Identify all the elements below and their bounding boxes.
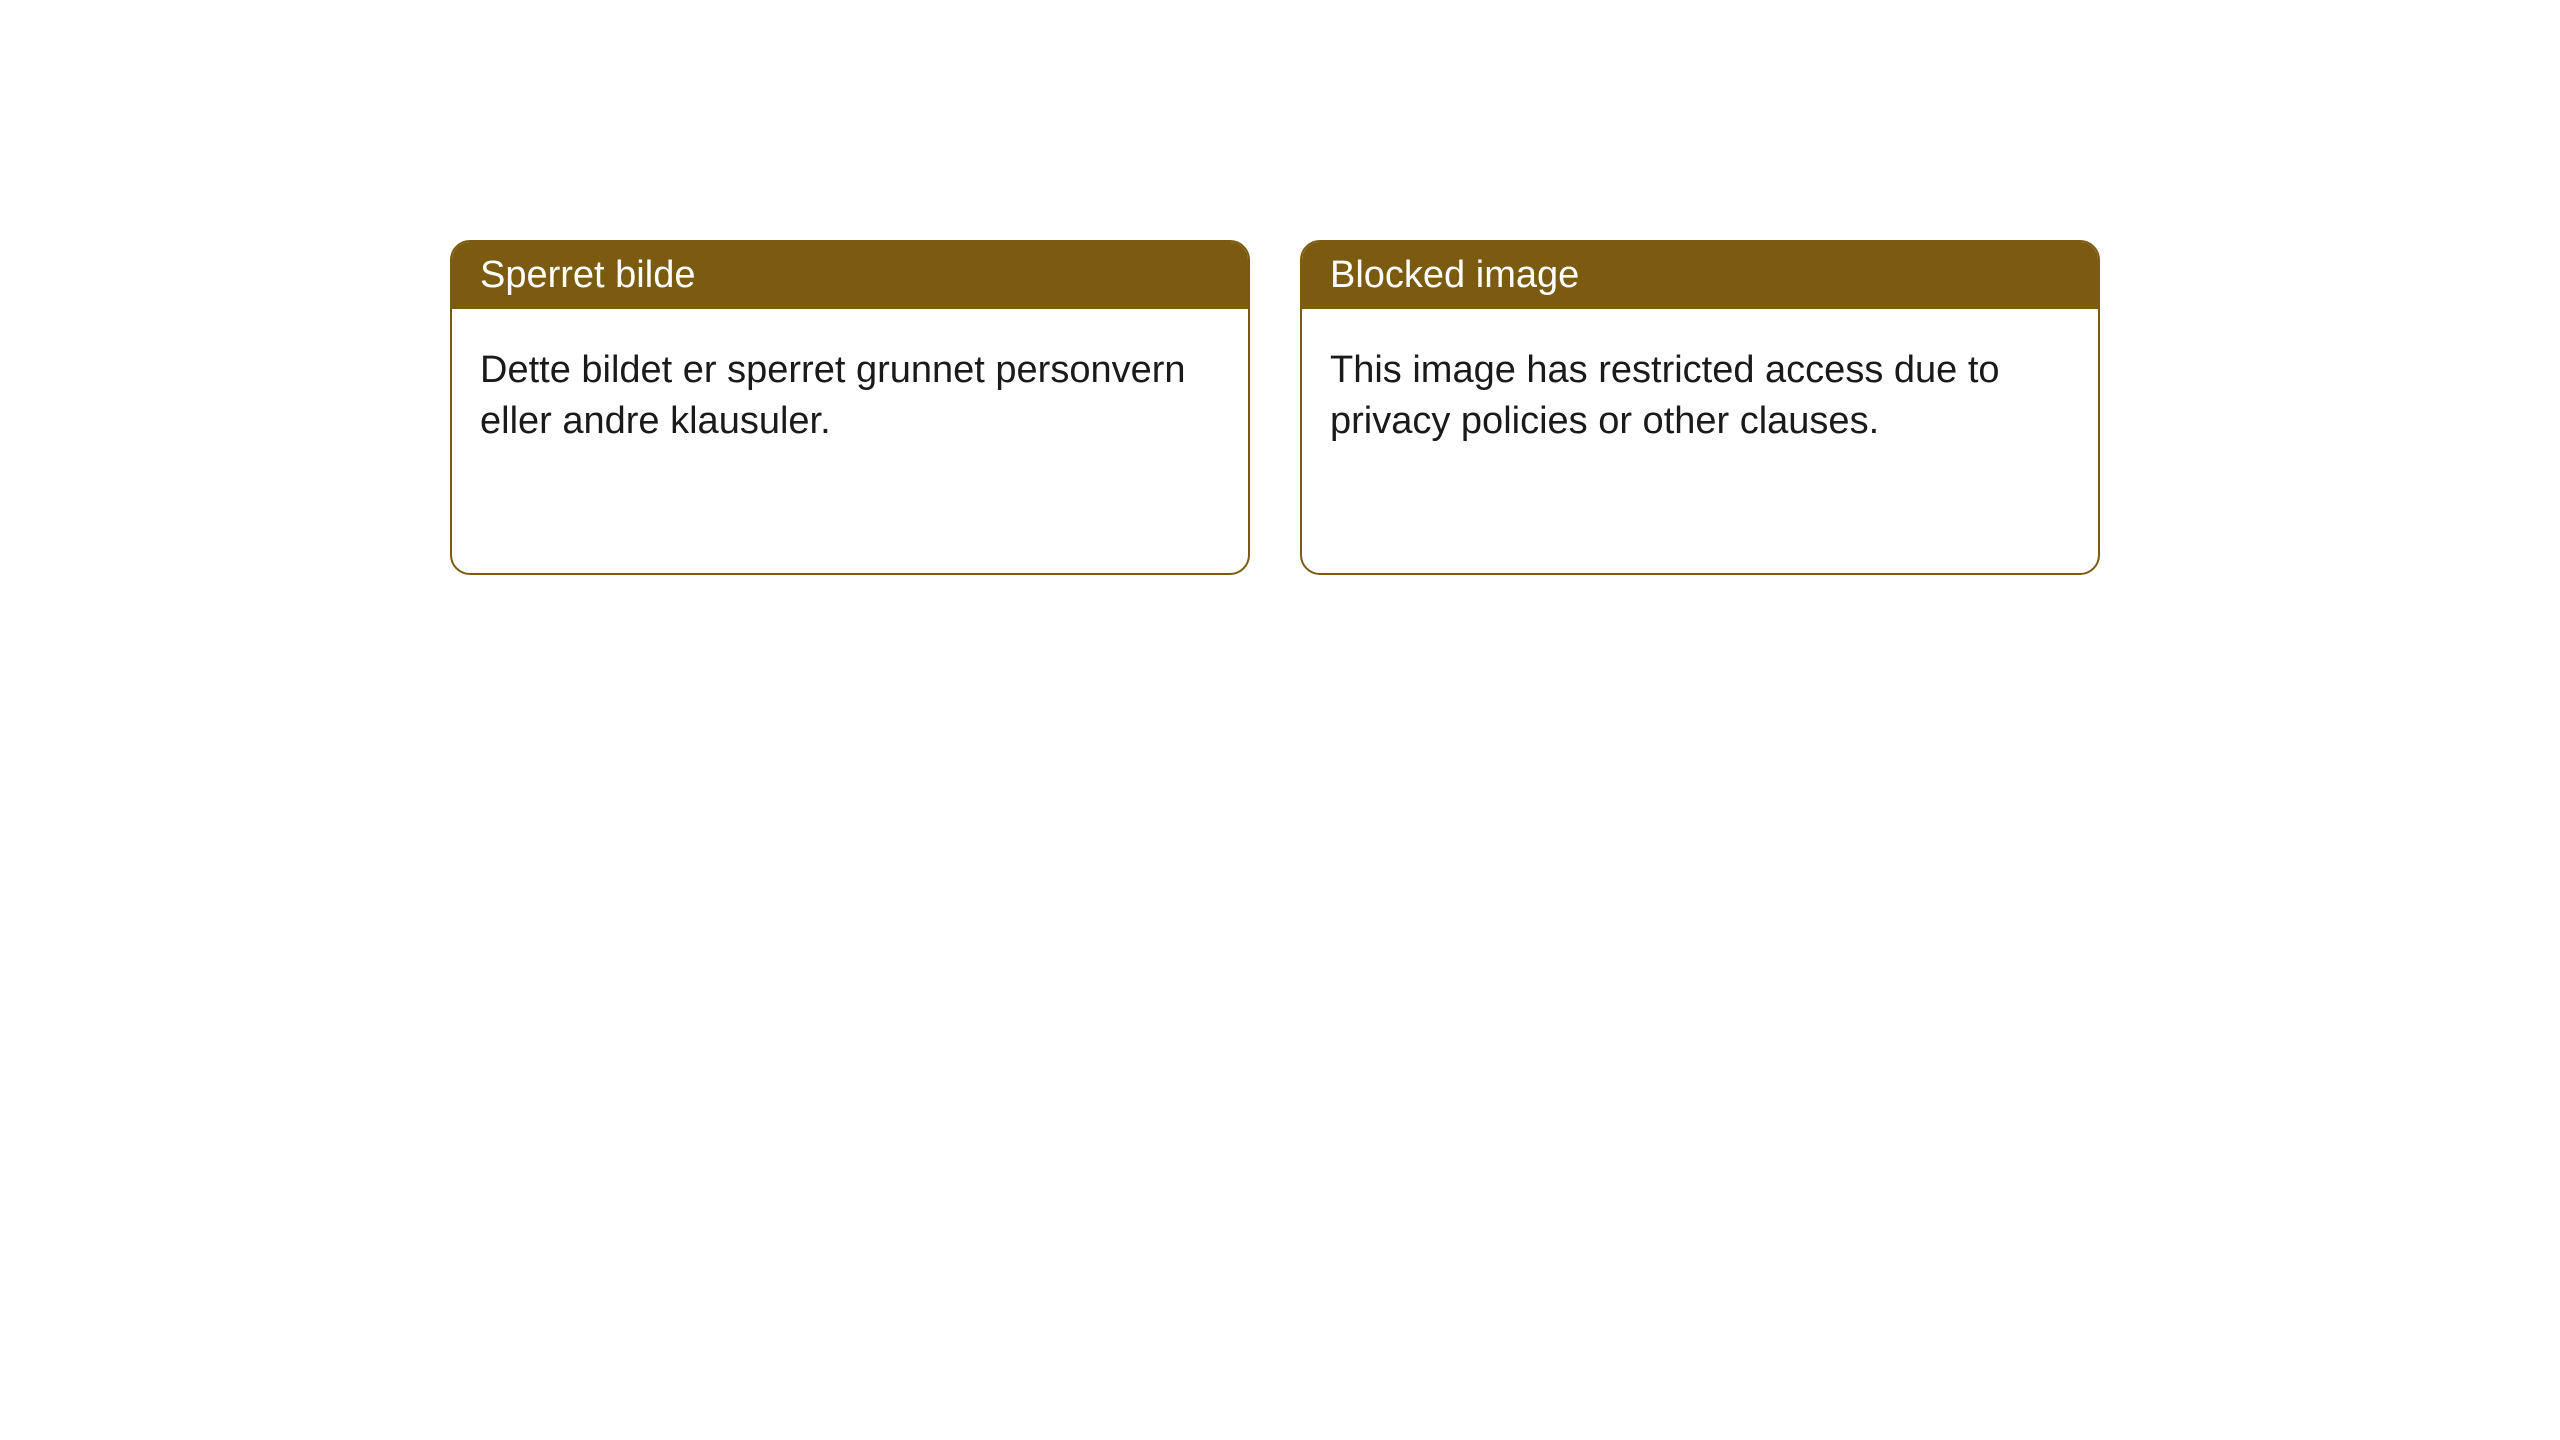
card-header-english: Blocked image: [1302, 242, 2098, 309]
card-body-text: This image has restricted access due to …: [1330, 349, 2000, 442]
notice-card-norwegian: Sperret bilde Dette bildet er sperret gr…: [450, 240, 1250, 575]
card-title: Blocked image: [1330, 254, 1579, 296]
notice-card-container: Sperret bilde Dette bildet er sperret gr…: [450, 240, 2100, 575]
card-body-english: This image has restricted access due to …: [1302, 309, 2098, 484]
card-body-norwegian: Dette bildet er sperret grunnet personve…: [452, 309, 1248, 484]
notice-card-english: Blocked image This image has restricted …: [1300, 240, 2100, 575]
card-body-text: Dette bildet er sperret grunnet personve…: [480, 349, 1186, 442]
card-header-norwegian: Sperret bilde: [452, 242, 1248, 309]
card-title: Sperret bilde: [480, 254, 695, 296]
